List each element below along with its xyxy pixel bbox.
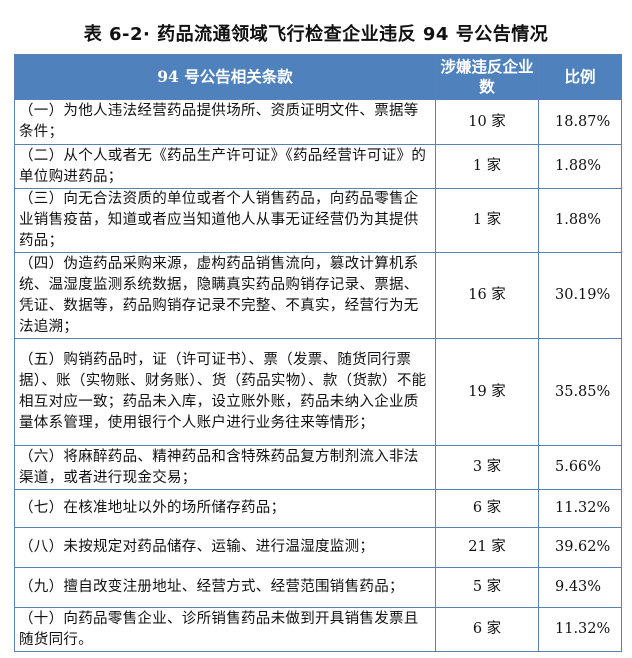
- ratio-cell: 35.85%: [538, 338, 622, 446]
- clause-cell: （一）为他人违法经营药品提供场所、资质证明文件、票据等条件；: [14, 99, 436, 145]
- clause-cell: （七）在核准地址以外的场所储存药品；: [14, 489, 436, 528]
- clause-cell: （三）向无合法资质的单位或者个人销售药品，向药品零售企业销售疫苗，知道或者应当知…: [14, 188, 436, 253]
- table-caption: 表 6-2· 药品流通领域飞行检查企业违反 94 号公告情况: [83, 24, 549, 45]
- count-cell: 19 家: [435, 338, 539, 446]
- table-header-row: 94 号公告相关条款 涉嫌违反企业数 比例: [14, 54, 622, 100]
- table-row: （三）向无合法资质的单位或者个人销售药品，向药品零售企业销售疫苗，知道或者应当知…: [14, 188, 622, 253]
- violations-table: 94 号公告相关条款 涉嫌违反企业数 比例 （一）为他人违法经营药品提供场所、资…: [14, 54, 622, 652]
- header-clause: 94 号公告相关条款: [14, 54, 436, 100]
- table-row: （一）为他人违法经营药品提供场所、资质证明文件、票据等条件； 10 家 18.87%: [14, 99, 622, 145]
- clause-cell: （九）擅自改变注册地址、经营方式、经营范围销售药品；: [14, 567, 436, 608]
- ratio-cell: 1.88%: [538, 188, 622, 253]
- table-row: （十）向药品零售企业、诊所销售药品未做到开具销售发票且随货同行。 6 家 11.32…: [14, 607, 622, 652]
- table-row: （九）擅自改变注册地址、经营方式、经营范围销售药品； 5 家 9.43%: [14, 567, 622, 608]
- table-row: （七）在核准地址以外的场所储存药品； 6 家 11.32%: [14, 489, 622, 528]
- table-row: （五）购销药品时，证（许可证书）、票（发票、随货同行票据）、账（实物账、财务账）…: [14, 338, 622, 446]
- clause-cell: （六）将麻醉药品、精神药品和含特殊药品复方制剂流入非法渠道，或者进行现金交易；: [14, 445, 436, 490]
- clause-cell: （四）伪造药品采购来源，虚构药品销售流向，篡改计算机系统、温湿度监测系统数据，隐…: [14, 252, 436, 339]
- table-row: （六）将麻醉药品、精神药品和含特殊药品复方制剂流入非法渠道，或者进行现金交易； 3…: [14, 445, 622, 490]
- count-cell: 16 家: [435, 252, 539, 339]
- clause-cell: （八）未按规定对药品储存、运输、进行温湿度监测；: [14, 527, 436, 568]
- count-cell: 6 家: [435, 607, 539, 652]
- ratio-cell: 11.32%: [538, 607, 622, 652]
- table-row: （二）从个人或者无《药品生产许可证》《药品经营许可证》的单位购进药品； 1 家 1.…: [14, 144, 622, 189]
- count-cell: 10 家: [435, 99, 539, 145]
- header-ratio: 比例: [538, 54, 622, 100]
- ratio-cell: 11.32%: [538, 489, 622, 528]
- count-cell: 6 家: [435, 489, 539, 528]
- clause-cell: （五）购销药品时，证（许可证书）、票（发票、随货同行票据）、账（实物账、财务账）…: [14, 338, 436, 446]
- ratio-cell: 1.88%: [538, 144, 622, 189]
- ratio-cell: 30.19%: [538, 252, 622, 339]
- count-cell: 21 家: [435, 527, 539, 568]
- ratio-cell: 39.62%: [538, 527, 622, 568]
- count-cell: 5 家: [435, 567, 539, 608]
- count-cell: 1 家: [435, 188, 539, 253]
- ratio-cell: 18.87%: [538, 99, 622, 145]
- clause-cell: （二）从个人或者无《药品生产许可证》《药品经营许可证》的单位购进药品；: [14, 144, 436, 189]
- table-row: （四）伪造药品采购来源，虚构药品销售流向，篡改计算机系统、温湿度监测系统数据，隐…: [14, 252, 622, 339]
- header-count: 涉嫌违反企业数: [435, 54, 539, 100]
- ratio-cell: 9.43%: [538, 567, 622, 608]
- table-row: （八）未按规定对药品储存、运输、进行温湿度监测； 21 家 39.62%: [14, 527, 622, 568]
- ratio-cell: 5.66%: [538, 445, 622, 490]
- count-cell: 1 家: [435, 144, 539, 189]
- count-cell: 3 家: [435, 445, 539, 490]
- clause-cell: （十）向药品零售企业、诊所销售药品未做到开具销售发票且随货同行。: [14, 607, 436, 652]
